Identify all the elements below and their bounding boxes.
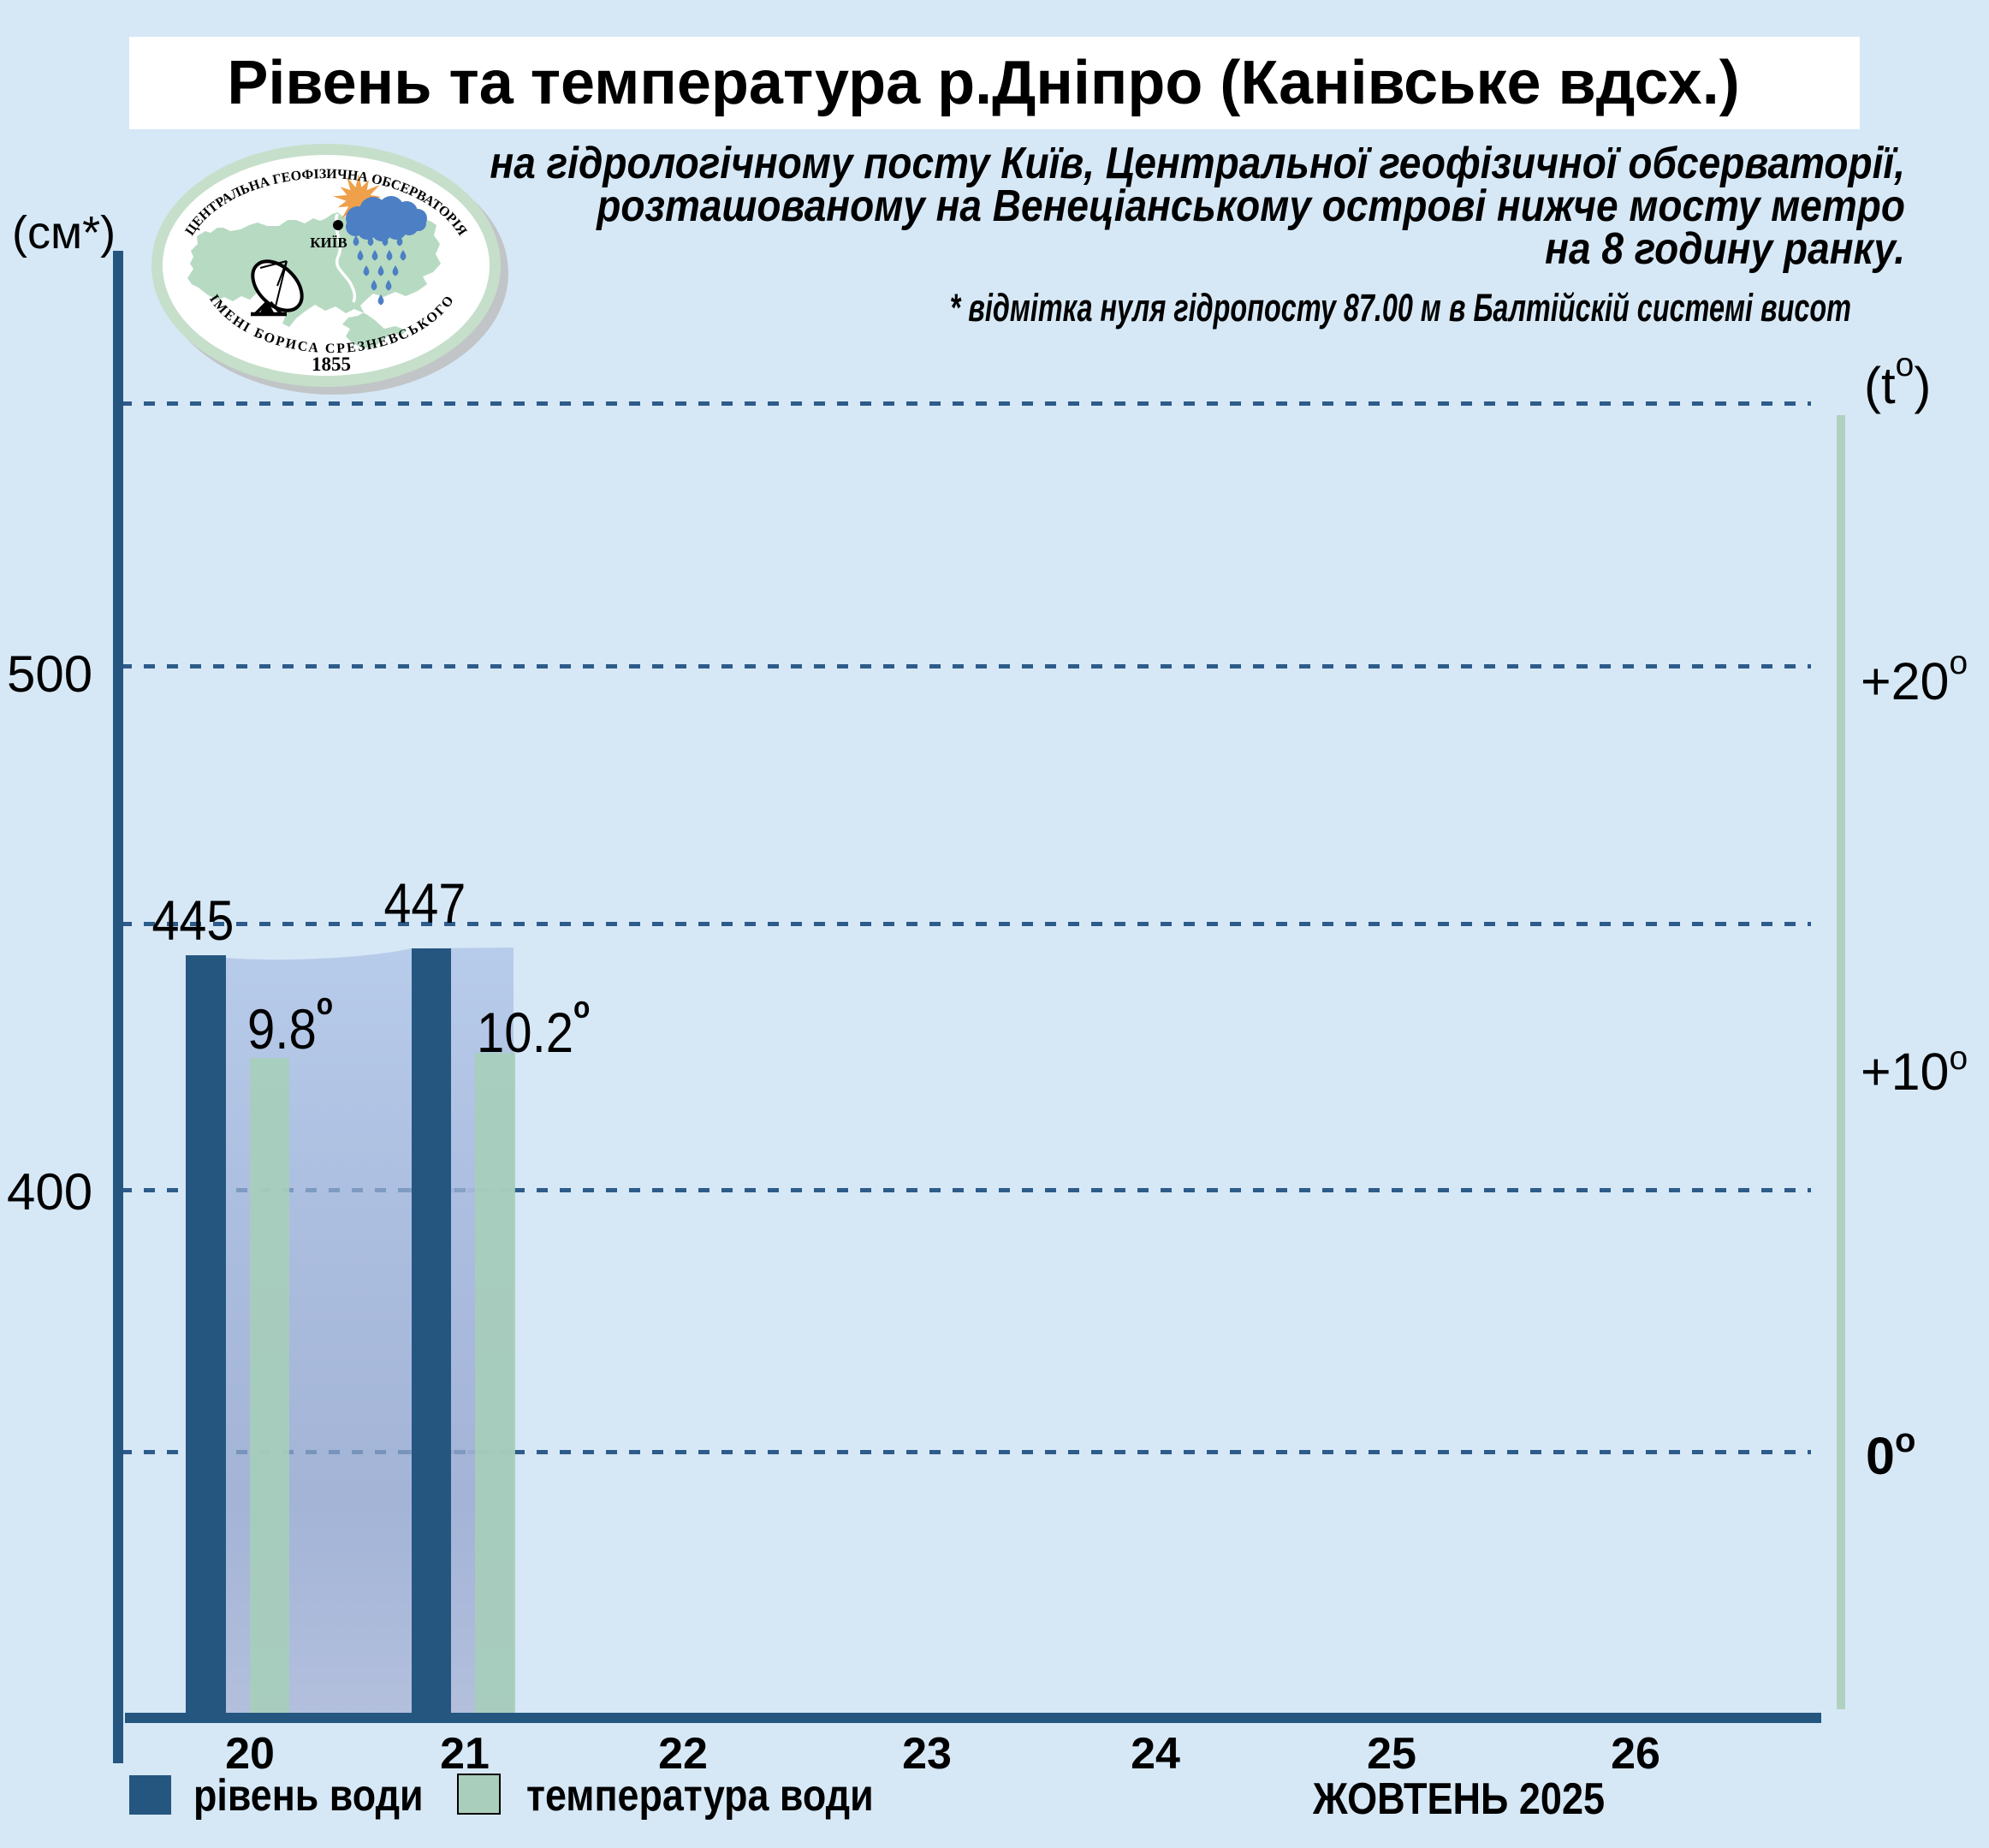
svg-text:КИЇВ: КИЇВ [310, 235, 347, 251]
svg-text:1855: 1855 [312, 354, 351, 375]
